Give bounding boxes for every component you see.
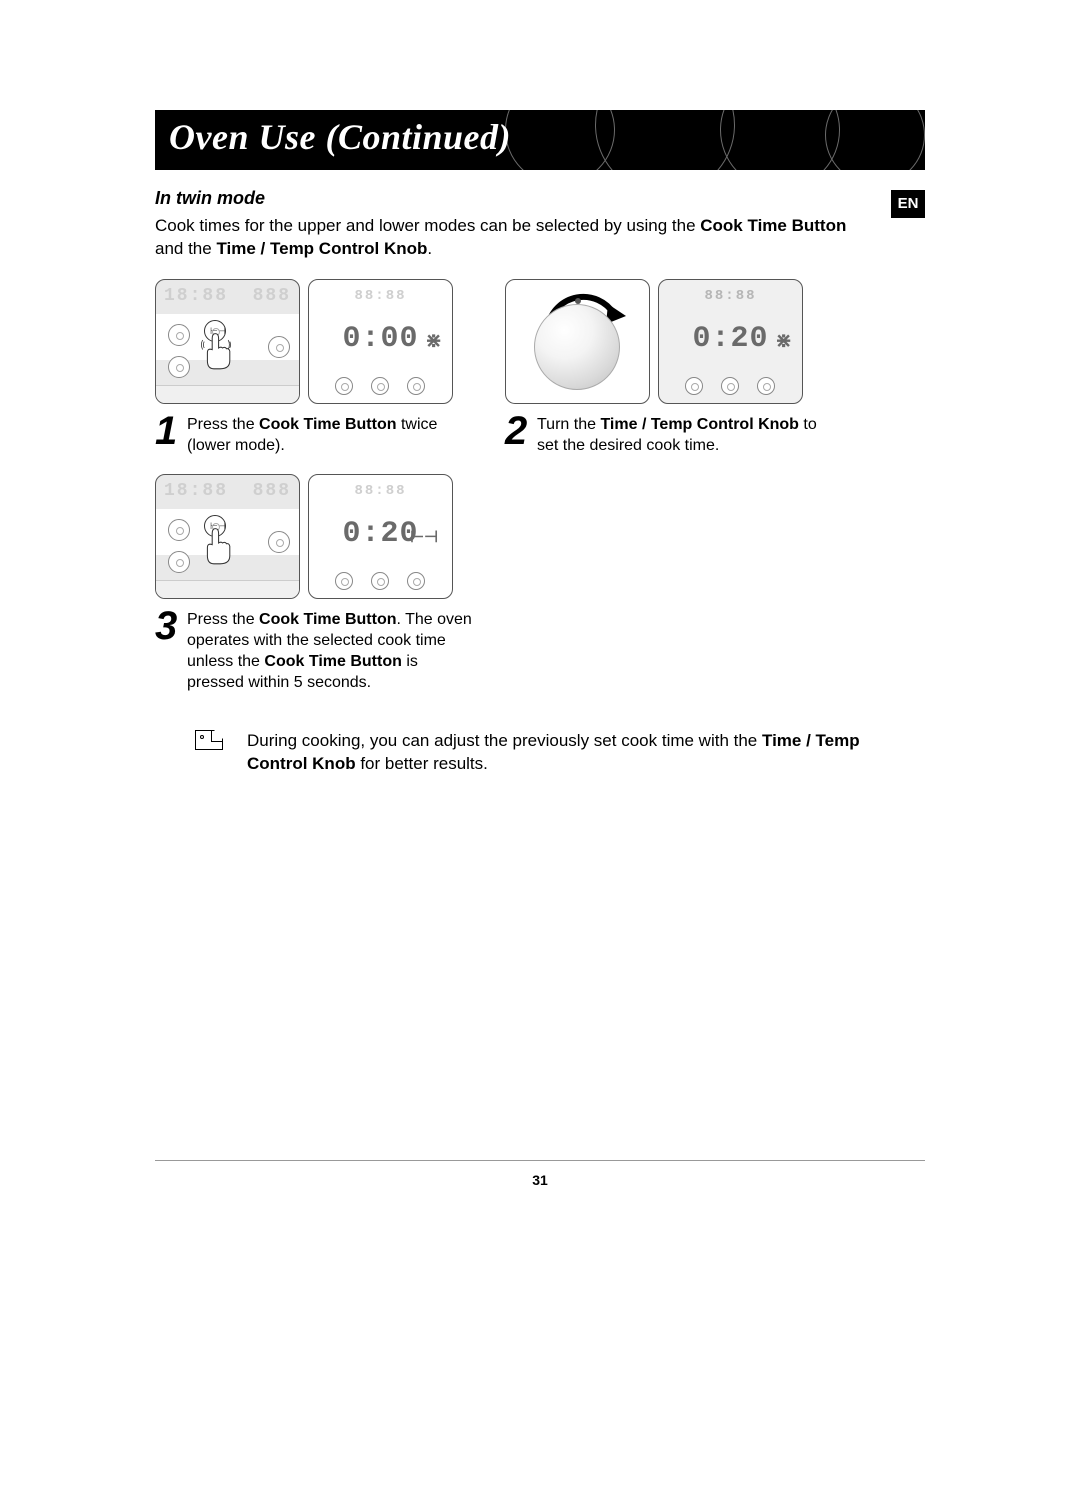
step-body: Turn the Time / Temp Control Knob to set… [537,413,825,457]
content-area: In twin mode Cook times for the upper an… [155,188,875,776]
hand-icon [200,332,234,372]
light-icon: ⋇ [425,328,442,353]
display-panel: 88:88 0:20 ⋇ [658,279,803,404]
lcd-dim-time: 18:88 [164,481,228,501]
lcd-dim-temp: 888 [253,286,291,306]
note-text: for better results. [356,754,488,773]
note-body: During cooking, you can adjust the previ… [247,730,875,776]
lcd-main-time: 0:20 [692,322,768,356]
control-panel-left: 18:88 888 ⊢⊣ [155,474,300,599]
note-text: During cooking, you can adjust the previ… [247,731,762,750]
small-button [757,377,775,395]
lcd-main-time: 0:00 [342,322,418,356]
intro-text: and the [155,239,216,258]
button-circle [168,356,190,378]
step-2-text: 2 Turn the Time / Temp Control Knob to s… [505,413,825,457]
button-circle [168,324,190,346]
step-number: 3 [155,608,181,644]
page-title: Oven Use (Continued) [169,116,511,158]
step-2: 88:88 0:20 ⋇ 2 Turn the Time / Temp Cont… [505,279,825,457]
knob-indicator [575,298,581,304]
step-bold: Time / Temp Control Knob [600,416,799,433]
control-knob [534,304,620,390]
step-text: Press the [187,611,259,628]
lcd-dim-time: 18:88 [164,286,228,306]
control-panel-left: 18:88 888 ⊢⊣ [155,279,300,404]
banner: Oven Use (Continued) [155,110,925,170]
language-tab: EN [891,190,925,218]
lcd-dim-top: 88:88 [354,288,406,304]
step-3-illustration: 18:88 888 ⊢⊣ [155,474,455,600]
small-button [407,572,425,590]
intro-bold-1: Cook Time Button [700,216,846,235]
light-icon: ⋇ [775,328,792,353]
intro-text: . [427,239,432,258]
note-row: During cooking, you can adjust the previ… [195,730,875,776]
timer-icon: ⊢⊣ [410,527,438,547]
section-subhead: In twin mode [155,188,875,209]
lcd-dim-top: 88:88 [704,288,756,304]
display-panel: 88:88 0:20 ⊢⊣ [308,474,453,599]
lcd-dim-top: 88:88 [354,483,406,499]
page-number: 31 [0,1172,1080,1188]
step-bold: Cook Time Button [264,653,401,670]
footer-rule [155,1160,925,1161]
step-3-text: 3 Press the Cook Time Button. The oven o… [155,608,475,693]
step-bold: Cook Time Button [259,416,396,433]
step-body: Press the Cook Time Button. The oven ope… [187,608,475,693]
lcd-dim-temp: 888 [253,481,291,501]
note-icon [195,730,223,750]
manual-page: Oven Use (Continued) EN In twin mode Coo… [0,0,1080,1486]
small-button [407,377,425,395]
step-1: 18:88 888 ⊢⊣ [155,279,475,457]
button-circle [168,551,190,573]
hand-icon [200,527,234,567]
small-button [371,572,389,590]
lcd-main-time: 0:20 [342,517,418,551]
step-row-2: 18:88 888 ⊢⊣ [155,474,875,693]
step-number: 1 [155,413,181,449]
small-button [371,377,389,395]
step-text: Press the [187,416,259,433]
step-2-illustration: 88:88 0:20 ⋇ [505,279,805,405]
button-circle [268,336,290,358]
step-bold: Cook Time Button [259,611,396,628]
step-row-1: 18:88 888 ⊢⊣ [155,279,875,457]
display-panel: 88:88 0:00 ⋇ [308,279,453,404]
step-1-illustration: 18:88 888 ⊢⊣ [155,279,455,405]
step-1-text: 1 Press the Cook Time Button twice (lowe… [155,413,475,457]
intro-text: Cook times for the upper and lower modes… [155,216,700,235]
small-button [335,572,353,590]
small-button [685,377,703,395]
intro-bold-2: Time / Temp Control Knob [216,239,427,258]
banner-decoration [505,110,925,170]
small-button [721,377,739,395]
step-3: 18:88 888 ⊢⊣ [155,474,475,693]
step-number: 2 [505,413,531,449]
step-body: Press the Cook Time Button twice (lower … [187,413,475,457]
intro-paragraph: Cook times for the upper and lower modes… [155,215,875,261]
small-button [335,377,353,395]
knob-panel [505,279,650,404]
step-text: Turn the [537,416,600,433]
